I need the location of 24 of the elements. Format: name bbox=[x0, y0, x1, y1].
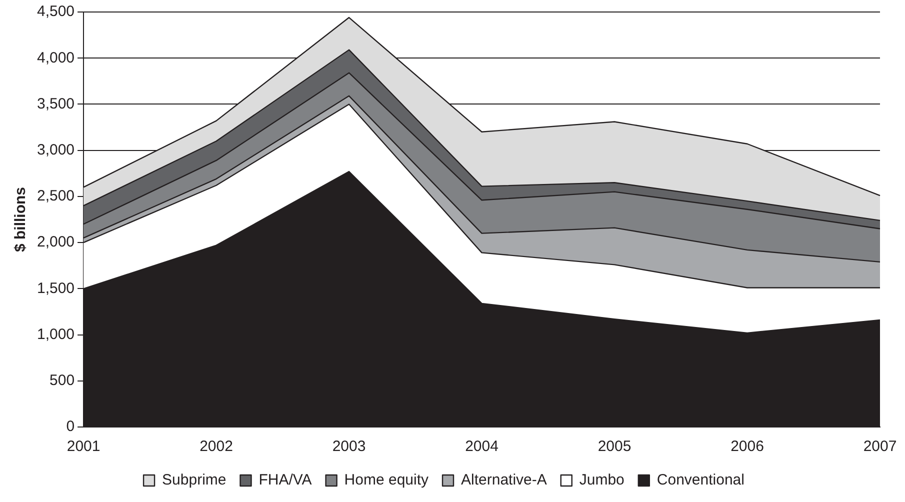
y-tick-label: 4,000 bbox=[36, 49, 75, 66]
y-tick-label: 3,500 bbox=[36, 95, 75, 112]
y-tick-label: 1,500 bbox=[36, 280, 75, 297]
x-tick-label: 2007 bbox=[863, 438, 897, 456]
y-tick-label: 4,500 bbox=[36, 3, 75, 20]
x-tick-label: 2001 bbox=[66, 438, 100, 456]
y-tick-label: 2,000 bbox=[36, 234, 75, 251]
x-tick-label: 2002 bbox=[200, 438, 233, 456]
y-tick-label: 0 bbox=[66, 418, 75, 436]
y-axis-title: $ billions bbox=[12, 186, 30, 252]
x-tick-label: 2006 bbox=[730, 438, 764, 456]
legend-label: Jumbo bbox=[579, 472, 624, 489]
legend-label: Subprime bbox=[162, 472, 226, 489]
legend-label: FHA/VA bbox=[258, 472, 312, 489]
y-tick-label: 1,000 bbox=[36, 326, 75, 343]
legend-label: Conventional bbox=[656, 472, 744, 489]
x-tick-label: 2003 bbox=[332, 438, 366, 456]
legend-label: Home equity bbox=[344, 472, 430, 489]
legend-label: Alternative-A bbox=[461, 472, 547, 489]
y-tick-label: 3,000 bbox=[36, 141, 75, 158]
x-tick-label: 2004 bbox=[465, 438, 498, 456]
x-tick-label: 2005 bbox=[598, 438, 632, 456]
y-tick-label: 2,500 bbox=[36, 188, 75, 205]
y-tick-label: 500 bbox=[50, 372, 75, 390]
